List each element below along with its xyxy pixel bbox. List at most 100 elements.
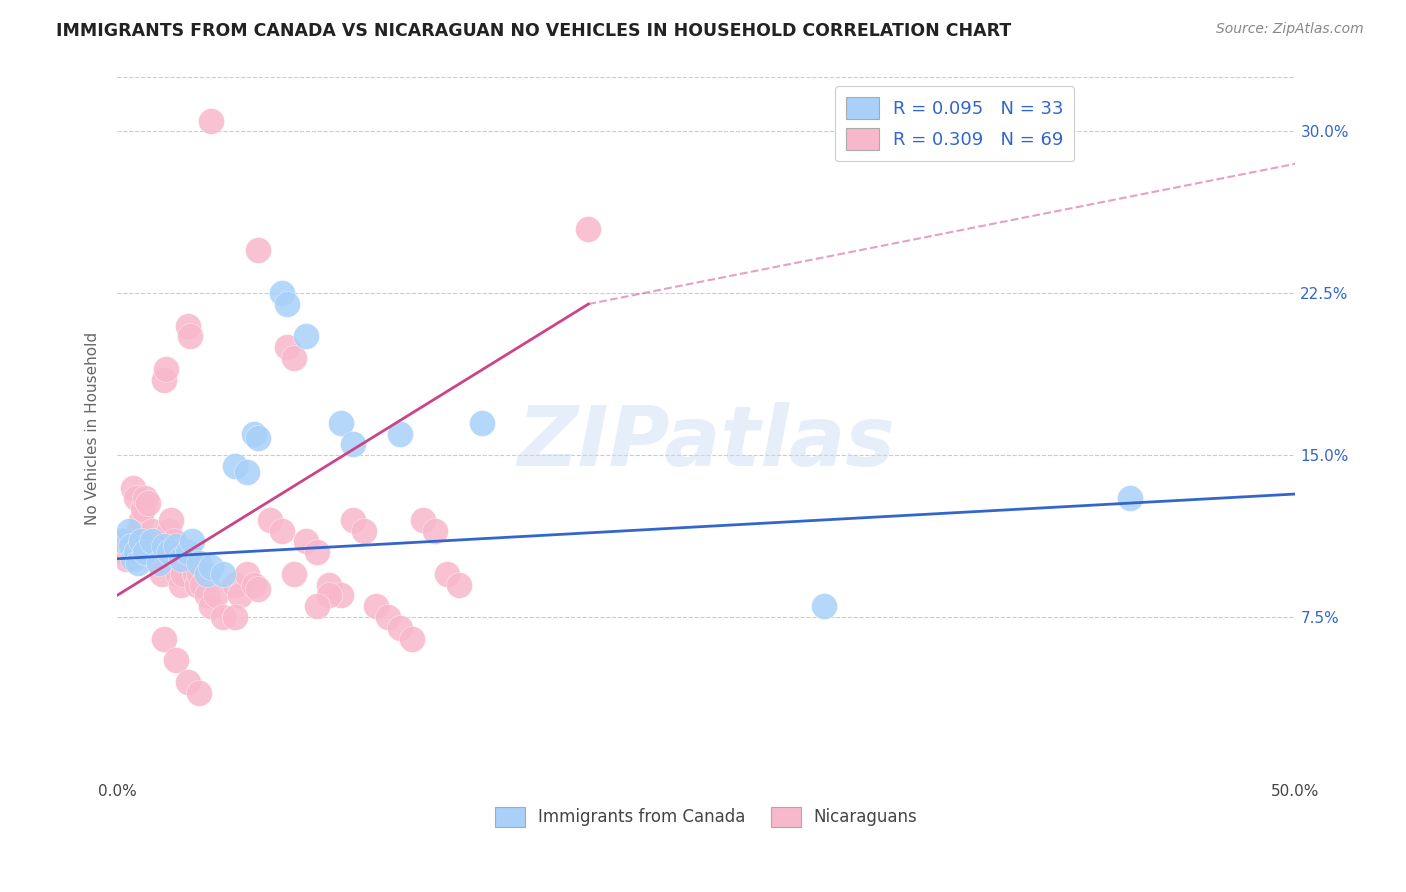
Point [188,556,211,570]
Point [153,373,176,387]
Point [165,653,187,667]
Point [165,539,187,553]
Text: IMMIGRANTS FROM CANADA VS NICARAGUAN NO VEHICLES IN HOUSEHOLD CORRELATION CHART: IMMIGRANTS FROM CANADA VS NICARAGUAN NO … [56,22,1011,40]
Point [155,361,177,376]
Point [242,577,264,591]
Point [447,577,470,591]
Point [436,566,458,581]
Point [307,545,329,559]
Point [342,437,364,451]
Point [224,458,246,473]
Text: ZIPatlas: ZIPatlas [517,401,896,483]
Point [122,481,145,495]
Point [186,577,208,591]
Point [813,599,835,614]
Point [401,632,423,646]
Point [125,491,148,506]
Point [157,524,180,538]
Point [318,589,340,603]
Point [167,566,190,581]
Point [127,556,149,570]
Point [259,513,281,527]
Point [134,491,156,506]
Point [165,545,187,559]
Point [205,589,228,603]
Point [388,621,411,635]
Point [181,534,204,549]
Point [276,297,298,311]
Point [329,416,352,430]
Point [224,610,246,624]
Point [235,566,257,581]
Point [120,539,142,553]
Point [318,577,340,591]
Point [377,610,399,624]
Point [125,545,148,559]
Point [136,496,159,510]
Point [188,566,211,581]
Point [134,545,156,559]
Point [146,545,169,559]
Point [235,466,257,480]
Point [425,524,447,538]
Point [247,431,270,445]
Point [471,416,494,430]
Point [247,582,270,596]
Point [143,534,166,549]
Point [169,551,191,566]
Point [153,632,176,646]
Point [576,221,599,235]
Point [176,674,198,689]
Point [200,560,222,574]
Point [115,551,138,566]
Point [388,426,411,441]
Point [294,534,316,549]
Point [153,539,176,553]
Point [224,577,246,591]
Point [162,534,184,549]
Point [1119,491,1142,506]
Point [353,524,375,538]
Point [195,589,218,603]
Point [148,556,170,570]
Point [176,545,198,559]
Point [276,340,298,354]
Point [172,566,194,581]
Legend: Immigrants from Canada, Nicaraguans: Immigrants from Canada, Nicaraguans [488,800,924,834]
Point [150,566,173,581]
Point [132,502,155,516]
Point [169,577,191,591]
Point [412,513,434,527]
Point [111,545,134,559]
Point [179,329,201,343]
Point [184,566,207,581]
Point [112,534,135,549]
Point [200,113,222,128]
Point [212,566,235,581]
Point [160,513,183,527]
Y-axis label: No Vehicles in Household: No Vehicles in Household [86,332,100,524]
Point [157,545,180,559]
Point [247,243,270,257]
Point [200,599,222,614]
Point [195,566,218,581]
Point [283,566,305,581]
Point [294,329,316,343]
Point [283,351,305,365]
Point [366,599,388,614]
Point [242,426,264,441]
Point [120,545,142,559]
Point [141,534,163,549]
Point [148,556,170,570]
Point [212,610,235,624]
Point [129,513,152,527]
Point [329,589,352,603]
Point [122,551,145,566]
Point [271,524,294,538]
Point [307,599,329,614]
Point [129,534,152,549]
Point [181,556,204,570]
Point [141,524,163,538]
Point [118,524,141,538]
Point [228,589,250,603]
